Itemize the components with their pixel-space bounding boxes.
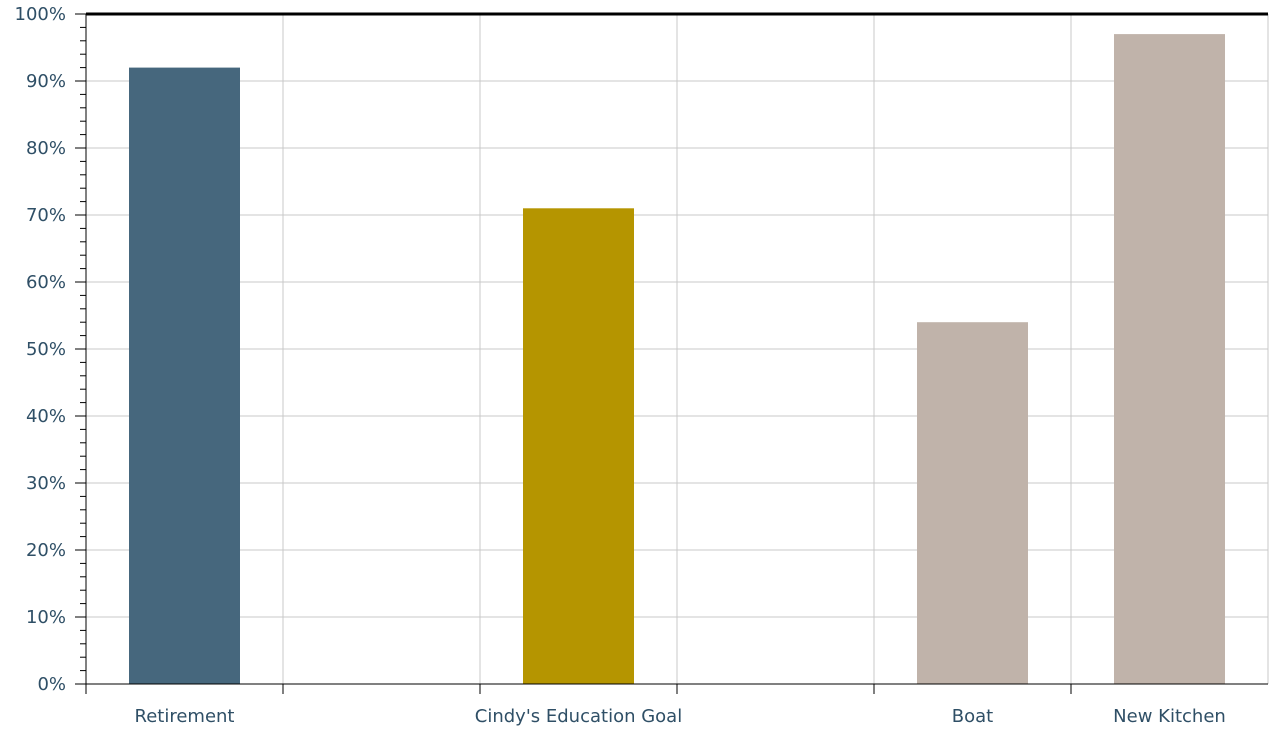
x-tick-label: Cindy's Education Goal — [475, 706, 682, 727]
y-tick-label: 0% — [37, 674, 66, 695]
y-tick-label: 10% — [26, 607, 66, 628]
bar — [917, 322, 1028, 684]
bar — [129, 67, 240, 685]
x-tick-label: Retirement — [135, 706, 235, 727]
y-tick-label: 90% — [26, 71, 66, 92]
x-tick-label: New Kitchen — [1113, 706, 1226, 727]
y-tick-label: 100% — [15, 4, 66, 25]
y-tick-label: 20% — [26, 540, 66, 561]
y-tick-label: 70% — [26, 205, 66, 226]
bar — [523, 208, 634, 685]
y-tick-label: 40% — [26, 406, 66, 427]
bar — [1114, 34, 1225, 685]
y-tick-label: 80% — [26, 138, 66, 159]
x-tick-label: Boat — [952, 706, 993, 727]
y-tick-label: 30% — [26, 473, 66, 494]
y-tick-label: 60% — [26, 272, 66, 293]
y-tick-label: 50% — [26, 339, 66, 360]
